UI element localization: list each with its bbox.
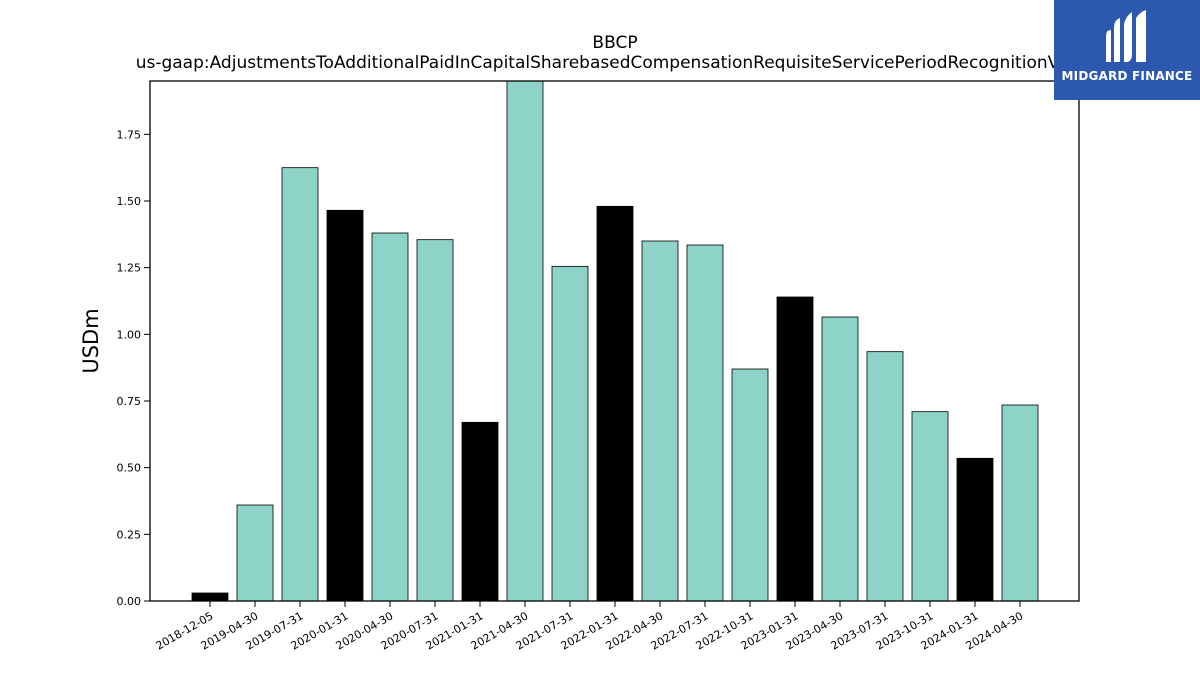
bar-2022-04-30 [642, 241, 678, 601]
bar-2024-04-30 [1002, 405, 1038, 601]
y-axis-label: USDm [79, 308, 103, 373]
bar-2019-04-30 [237, 505, 273, 601]
midgard-logo-icon [1054, 0, 1200, 70]
x-axis-ticks: 2018-12-052019-04-302019-07-312020-01-31… [154, 601, 1026, 653]
bar-2023-01-31 [777, 297, 813, 601]
bar-2022-01-31 [597, 206, 633, 601]
y-tick-label: 1.50 [117, 195, 142, 208]
midgard-finance-logo: MIDGARD FINANCE [1054, 0, 1200, 100]
bar-2023-10-31 [912, 412, 948, 601]
bar-2021-04-30 [507, 81, 543, 601]
bar-2020-07-31 [417, 240, 453, 601]
bar-2020-01-31 [327, 210, 363, 601]
y-tick-label: 0.75 [117, 395, 142, 408]
bar-2024-01-31 [957, 458, 993, 601]
logo-text: MIDGARD FINANCE [1054, 69, 1200, 83]
y-tick-label: 1.00 [117, 328, 142, 341]
bar-2020-04-30 [372, 233, 408, 601]
bar-2019-07-31 [282, 168, 318, 601]
bar-2018-12-05 [192, 593, 228, 601]
bars [192, 81, 1038, 601]
y-tick-label: 1.25 [117, 262, 142, 275]
bar-2023-07-31 [867, 352, 903, 601]
chart-subtitle: us-gaap:AdjustmentsToAdditionalPaidInCap… [136, 53, 1095, 73]
chart-title: BBCP [592, 33, 637, 53]
bar-2021-07-31 [552, 266, 588, 601]
y-tick-label: 1.75 [117, 128, 142, 141]
bar-2022-07-31 [687, 245, 723, 601]
bar-2023-04-30 [822, 317, 858, 601]
y-tick-label: 0.00 [117, 595, 142, 608]
y-axis-ticks: 0.00 0.25 0.50 0.75 1.00 1.25 1.50 1.75 [117, 128, 151, 608]
bar-2022-10-31 [732, 369, 768, 601]
bar-2021-01-31 [462, 422, 498, 601]
y-tick-label: 0.50 [117, 462, 142, 475]
y-tick-label: 0.25 [117, 528, 142, 541]
